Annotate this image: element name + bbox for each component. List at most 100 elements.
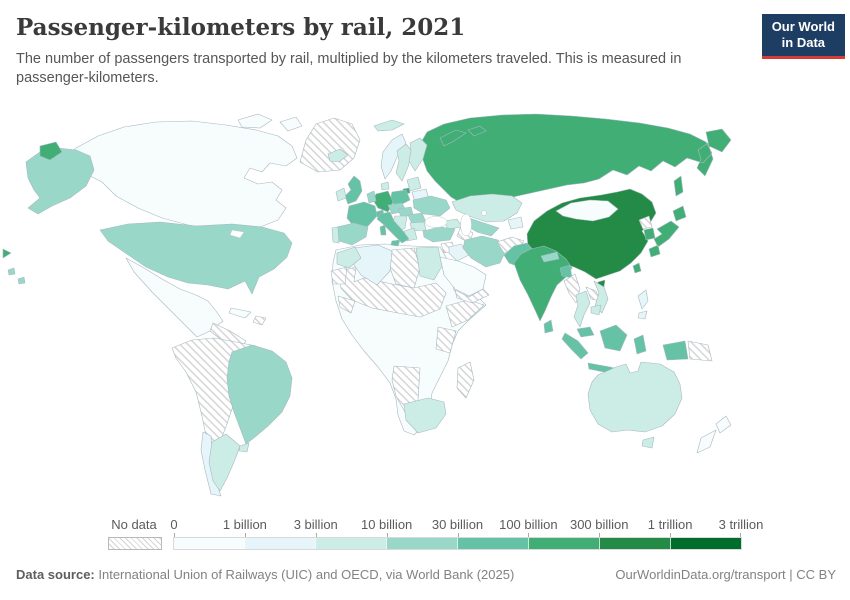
country-sri-lanka[interactable]: [543, 319, 554, 334]
footer-source-label: Data source:: [16, 567, 95, 582]
owid-logo[interactable]: Our World in Data: [761, 14, 845, 59]
legend-tick-label: 100 billion: [499, 517, 558, 532]
legend-color-segment[interactable]: [386, 538, 457, 549]
country-south-africa[interactable]: [403, 397, 447, 434]
country-iran[interactable]: [462, 235, 507, 268]
world-map: [2, 113, 732, 497]
country-russia-chukotka[interactable]: [39, 141, 63, 161]
legend-tick-label: 10 billion: [360, 517, 413, 532]
country-ireland[interactable]: [335, 187, 347, 202]
country-sweden[interactable]: [395, 143, 413, 182]
legend-color-segment[interactable]: [315, 538, 386, 549]
country-iceland[interactable]: [327, 148, 349, 163]
page-subtitle: The number of passengers transported by …: [16, 51, 682, 87]
country-south-korea[interactable]: [643, 227, 656, 241]
legend-no-data-swatch[interactable]: [108, 537, 162, 550]
legend-tick-label: 1 billion: [222, 517, 267, 532]
region-benelux[interactable]: [366, 190, 377, 204]
country-finland[interactable]: [408, 137, 428, 172]
region-horn-of-africa[interactable]: [445, 299, 485, 328]
country-russia-wrap[interactable]: [2, 248, 12, 259]
legend-tick-mark: [740, 533, 741, 538]
country-cuba[interactable]: [228, 307, 252, 319]
legend-color-segment[interactable]: [174, 538, 244, 549]
footer: Data source: International Union of Rail…: [16, 567, 836, 582]
legend-tick-label: 300 billion: [569, 517, 629, 532]
country-brazil[interactable]: [226, 344, 293, 445]
country-usa[interactable]: [99, 221, 293, 295]
country-alaska[interactable]: [25, 147, 95, 215]
country-turkey[interactable]: [422, 226, 456, 243]
region-guinea[interactable]: [337, 295, 356, 314]
country-morocco[interactable]: [336, 246, 362, 269]
region-kenya-tanzania[interactable]: [435, 326, 457, 354]
legend-tick-label: 30 billion: [431, 517, 484, 532]
caspian-sea: [460, 213, 472, 237]
country-taiwan[interactable]: [632, 262, 642, 274]
great-lakes: [229, 229, 245, 239]
country-thailand[interactable]: [573, 290, 591, 328]
legend-tick-mark: [315, 533, 317, 538]
country-norway[interactable]: [380, 133, 407, 180]
country-uruguay[interactable]: [238, 442, 250, 453]
country-nepal[interactable]: [540, 251, 560, 263]
country-svalbard[interactable]: [373, 119, 405, 132]
legend-color-segment[interactable]: [457, 538, 528, 549]
legend-color-segment[interactable]: [599, 538, 670, 549]
legend-color-segment[interactable]: [670, 538, 741, 549]
region-baltics[interactable]: [406, 176, 422, 192]
legend-color-segment[interactable]: [244, 538, 315, 549]
legend-scale-bar: [173, 537, 742, 550]
country-malaysia[interactable]: [576, 326, 595, 338]
country-spain[interactable]: [336, 222, 369, 246]
country-australia[interactable]: [587, 361, 683, 433]
country-western-sahara[interactable]: [330, 266, 348, 285]
country-madagascar[interactable]: [456, 361, 475, 399]
legend-tick-mark: [670, 533, 672, 538]
country-cambodia[interactable]: [590, 304, 602, 316]
country-portugal[interactable]: [331, 226, 340, 244]
legend-scale: 0 1 billion 3 billion 10 billion 30 billion 1…: [170, 516, 763, 554]
legend: No data 0 1 billion 3 billion 10 billion 30 …: [0, 516, 850, 554]
owid-logo-line2: in Data: [781, 35, 826, 51]
region-sahel-sudan[interactable]: [337, 266, 447, 318]
region-yemen-oman[interactable]: [454, 288, 490, 304]
region-kyrgyzstan-tajikistan[interactable]: [507, 216, 524, 230]
country-kazakhstan[interactable]: [451, 193, 523, 223]
country-argentina[interactable]: [208, 433, 241, 492]
page-title: Passenger-kilometers by rail, 2021: [16, 14, 466, 41]
legend-ticks: [174, 533, 741, 538]
country-india[interactable]: [513, 245, 573, 322]
footer-source-text: International Union of Railways (UIC) an…: [94, 567, 515, 582]
country-vietnam[interactable]: [593, 280, 609, 314]
country-denmark[interactable]: [380, 181, 390, 191]
country-united-kingdom[interactable]: [344, 175, 363, 205]
country-russia[interactable]: [418, 113, 732, 204]
country-ukraine[interactable]: [412, 195, 451, 217]
legend-tick-mark: [244, 533, 246, 538]
country-papua-new-guinea[interactable]: [687, 340, 713, 362]
country-france[interactable]: [346, 201, 378, 230]
legend-tick-label: 3 billion: [293, 517, 338, 532]
legend-tick-mark: [174, 533, 175, 538]
footer-source: Data source: International Union of Rail…: [16, 567, 514, 582]
legend-tick-label: 1 trillion: [647, 517, 693, 532]
country-egypt[interactable]: [415, 246, 443, 281]
country-hawaii[interactable]: [7, 267, 26, 285]
legend-color-segment[interactable]: [528, 538, 599, 549]
country-italy[interactable]: [376, 211, 410, 247]
country-greenland[interactable]: [299, 117, 361, 173]
legend-tick-mark: [386, 533, 388, 538]
country-north-korea[interactable]: [638, 215, 653, 230]
country-japan[interactable]: [648, 205, 687, 258]
country-tasmania[interactable]: [641, 436, 655, 449]
country-mexico[interactable]: [125, 257, 224, 338]
country-canada[interactable]: [57, 120, 298, 230]
country-mongolia[interactable]: [555, 199, 619, 222]
country-new-zealand[interactable]: [696, 415, 732, 454]
country-philippines[interactable]: [637, 289, 649, 320]
black-sea: [424, 216, 448, 228]
region-hispaniola[interactable]: [252, 315, 267, 326]
legend-tick-label: 3 trillion: [718, 517, 764, 532]
